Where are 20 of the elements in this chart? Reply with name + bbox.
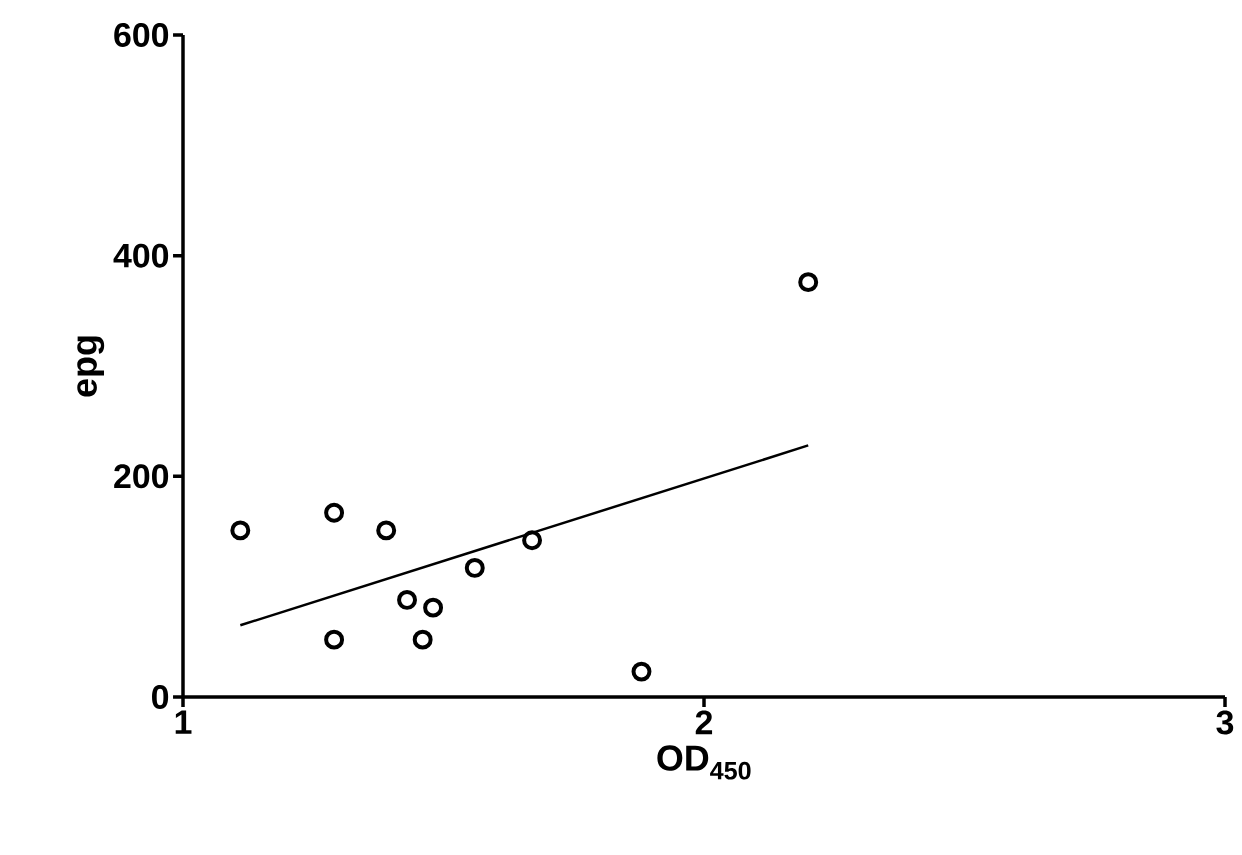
- point: [230, 520, 251, 541]
- y-tick-label: 0: [152, 685, 169, 709]
- y-tick-label: 400: [113, 243, 169, 268]
- x-tick-label: 3: [1216, 710, 1234, 735]
- point: [376, 520, 397, 541]
- x-axis-title: OD$_{450}$: [657, 745, 751, 780]
- y-tick-label: 200: [114, 464, 169, 489]
- point: [324, 629, 345, 650]
- y-tick-label: 600: [114, 23, 169, 47]
- x-tick-label: 1: [175, 710, 192, 734]
- y-axis-title: epg: [77, 336, 105, 397]
- point: [412, 629, 433, 650]
- point: [464, 557, 485, 578]
- point: [324, 502, 345, 523]
- x-tick-label: 2: [695, 710, 713, 735]
- point: [631, 661, 652, 682]
- point: [423, 597, 444, 618]
- point: [522, 530, 543, 551]
- point: [397, 589, 417, 610]
- point: [798, 272, 819, 293]
